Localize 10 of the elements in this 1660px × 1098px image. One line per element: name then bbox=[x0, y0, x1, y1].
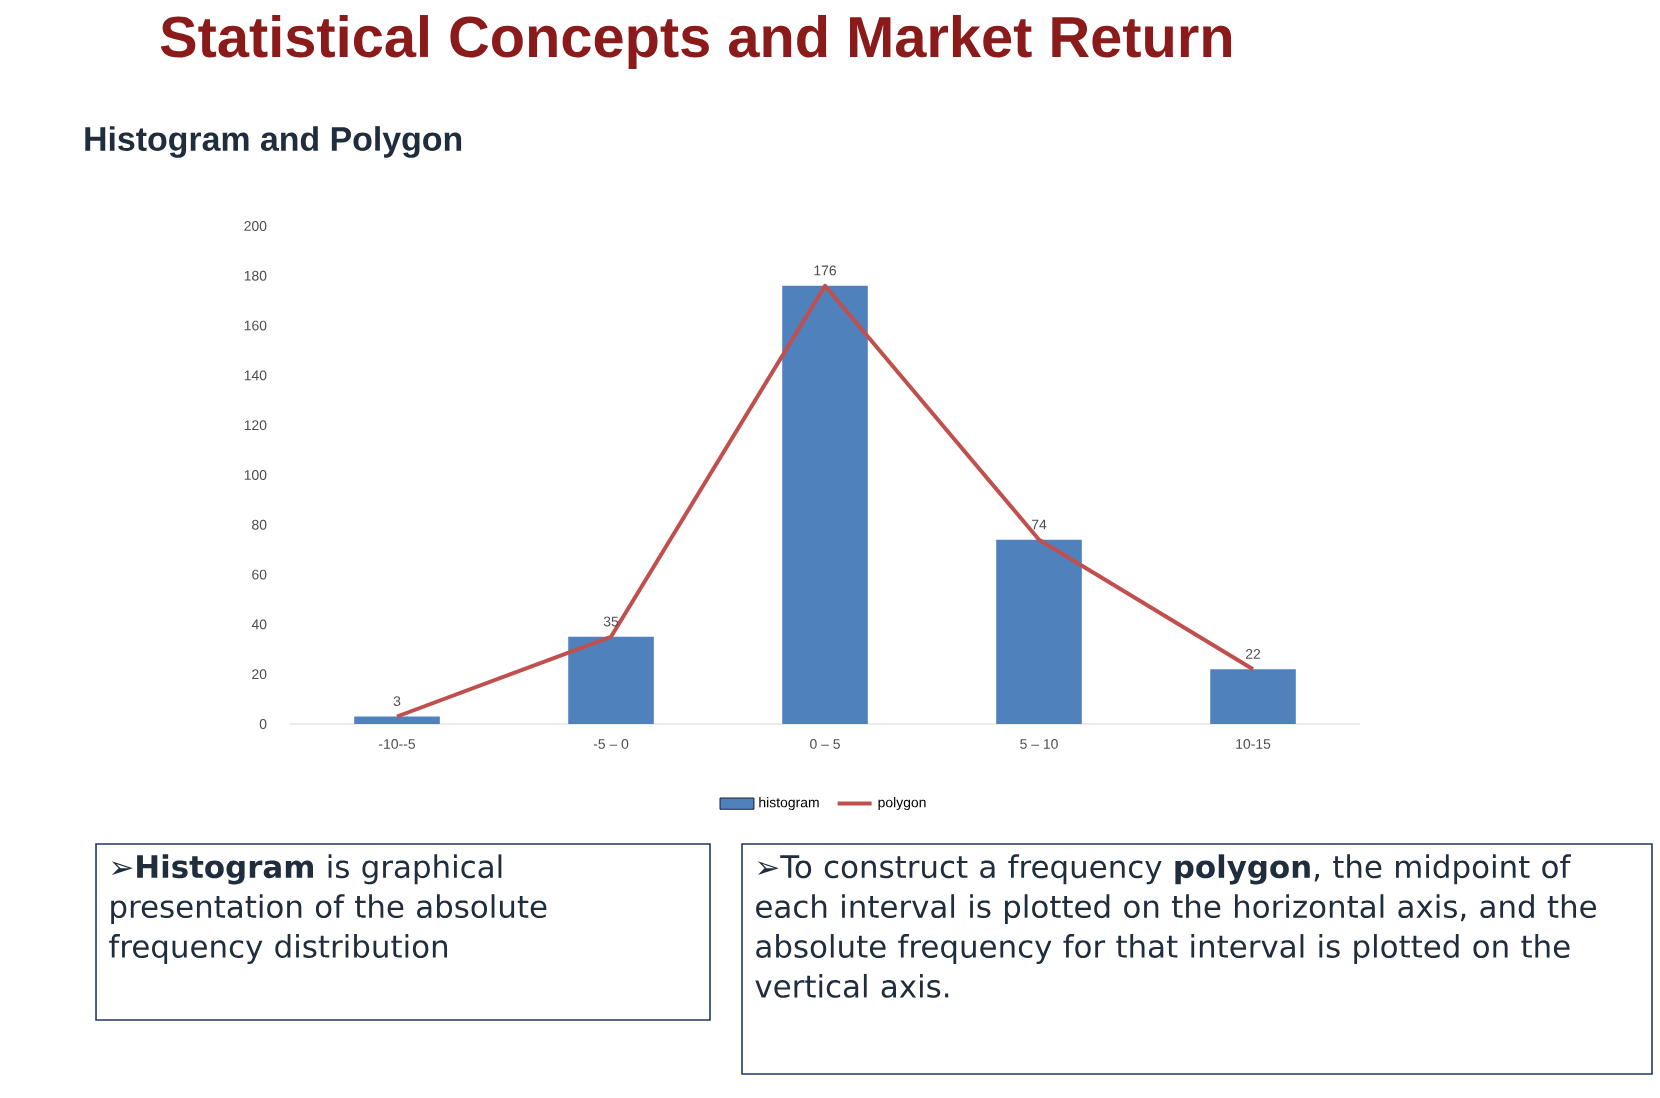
bar bbox=[354, 716, 440, 724]
bar bbox=[1210, 669, 1296, 724]
text: ➢To construct a frequency polygon, the midpoint of each interval is plotted on the horizontal axis, and the absolute frequency for that interval is plotted on the vertical axis. bbox=[755, 854, 1596, 998]
bar bbox=[782, 285, 868, 724]
bar bbox=[996, 539, 1082, 724]
chart-subtitle: Histogram and Polygon bbox=[85, 126, 462, 158]
bar bbox=[568, 636, 654, 724]
chart-title: Statistical Concepts and Market Return bbox=[160, 15, 1232, 69]
text: ➢Histogram is graphical presentation of the absolute frequency distribution bbox=[109, 854, 547, 964]
line-series bbox=[395, 283, 1256, 719]
